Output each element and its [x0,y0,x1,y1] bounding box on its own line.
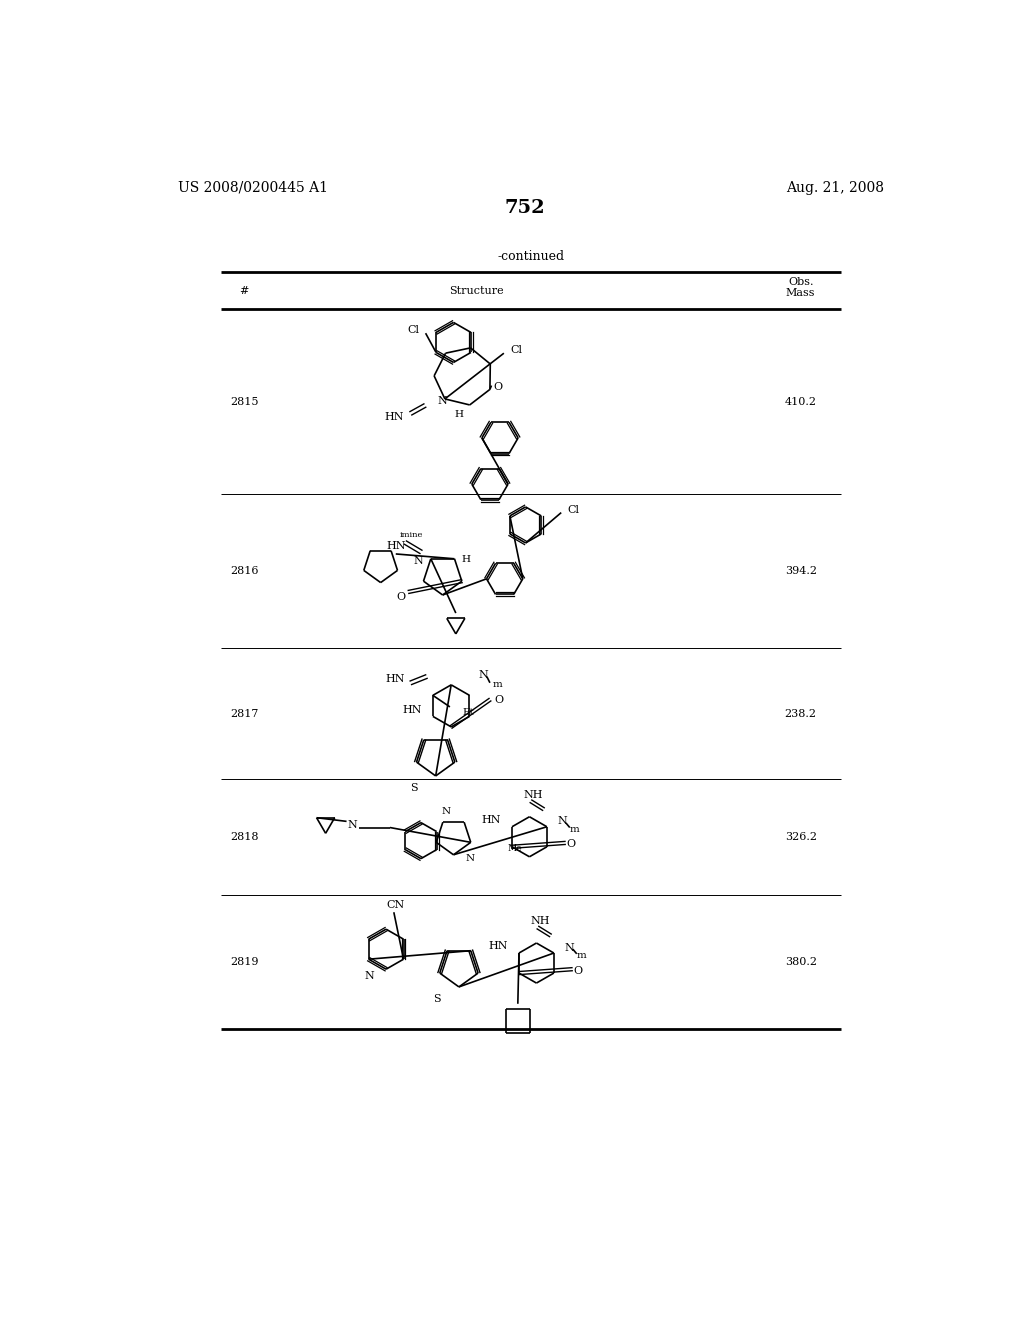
Text: Structure: Structure [450,286,504,296]
Text: 238.2: 238.2 [784,709,817,718]
Text: N: N [466,854,475,863]
Text: m: m [493,680,503,689]
Text: 380.2: 380.2 [784,957,817,966]
Text: imine: imine [400,531,423,539]
Text: CN: CN [386,899,404,909]
Text: O: O [494,381,502,392]
Text: Et: Et [462,708,474,717]
Text: 410.2: 410.2 [784,397,817,407]
Text: m: m [577,950,587,960]
Text: O: O [573,966,583,975]
Text: H: H [455,411,464,420]
Text: N: N [558,816,567,826]
Text: Obs.: Obs. [787,277,813,288]
Text: N: N [479,671,488,680]
Text: N: N [413,556,423,566]
Text: Cl: Cl [567,504,580,515]
Text: N: N [565,942,574,953]
Text: O: O [495,694,504,705]
Text: HN: HN [487,941,508,952]
Text: H: H [462,556,470,564]
Text: NH: NH [530,916,550,927]
Text: 2819: 2819 [230,957,258,966]
Text: Mass: Mass [786,288,815,298]
Text: N: N [348,820,357,830]
Text: Cl: Cl [510,345,522,355]
Text: HN: HN [402,705,422,714]
Text: Aug. 21, 2008: Aug. 21, 2008 [785,181,884,194]
Text: NH: NH [523,791,543,800]
Text: m: m [569,825,580,833]
Text: #: # [240,286,249,296]
Text: S: S [411,783,418,793]
Text: US 2008/0200445 A1: US 2008/0200445 A1 [178,181,329,194]
Text: HN: HN [386,675,406,684]
Text: N: N [437,396,446,407]
Text: O: O [396,591,406,602]
Text: HN: HN [386,541,406,550]
Text: O: O [566,840,575,850]
Text: 2816: 2816 [230,566,258,576]
Text: Me: Me [508,843,522,853]
Text: 2818: 2818 [230,832,258,842]
Text: Cl: Cl [408,325,419,335]
Text: HN: HN [481,814,501,825]
Text: -continued: -continued [498,251,564,264]
Text: 394.2: 394.2 [784,566,817,576]
Text: N: N [365,972,374,981]
Text: 2815: 2815 [230,397,258,407]
Text: S: S [433,994,441,1005]
Text: N: N [441,807,451,816]
Text: 2817: 2817 [230,709,258,718]
Text: 752: 752 [505,199,545,218]
Text: HN: HN [384,412,403,422]
Text: 326.2: 326.2 [784,832,817,842]
